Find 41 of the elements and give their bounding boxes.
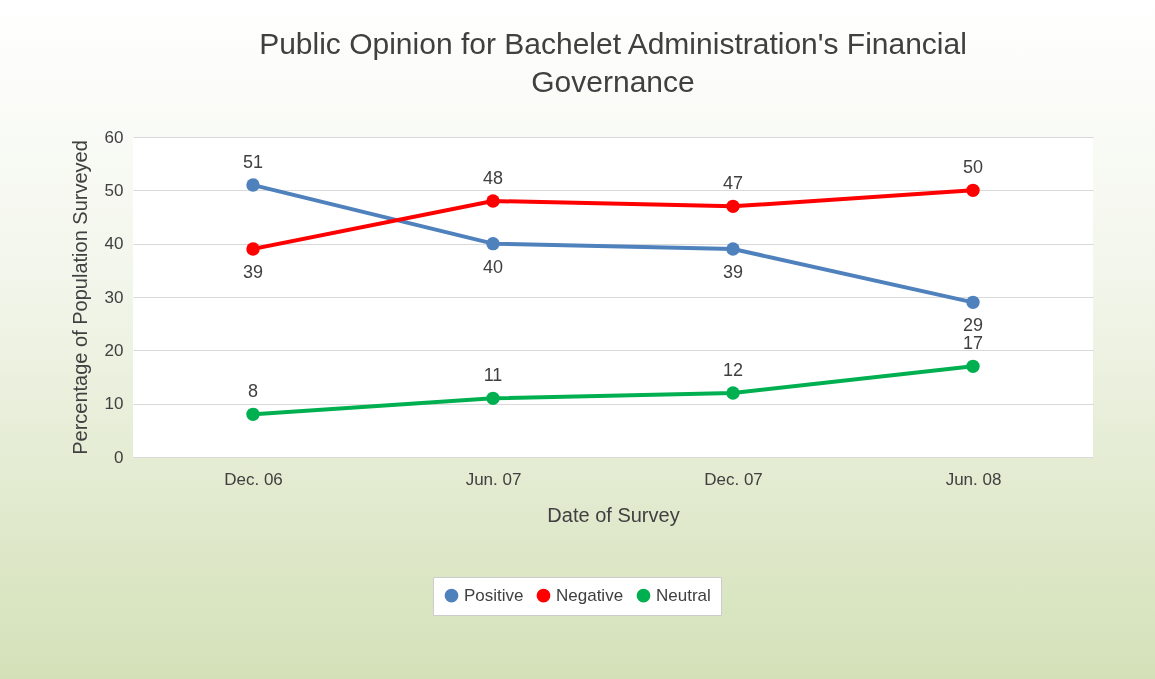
data-label: 12 [722, 360, 744, 380]
point [726, 242, 740, 256]
y-tick-label: 40 [104, 234, 124, 254]
data-label: 50 [962, 157, 984, 178]
point [246, 178, 260, 192]
data-label: 40 [482, 256, 504, 277]
x-tick-label: Dec. 06 [224, 469, 283, 489]
point [726, 386, 740, 400]
data-label: 51 [242, 152, 264, 172]
legend-label: Positive [464, 585, 524, 605]
point [486, 194, 500, 208]
y-tick-label: 0 [114, 447, 124, 467]
data-label: 17 [962, 333, 984, 354]
point [726, 199, 740, 214]
data-label: 39 [722, 262, 744, 282]
legend-label: Negative [556, 585, 624, 605]
point [486, 391, 500, 406]
x-tick-label: Jun. 07 [465, 469, 522, 489]
point [966, 359, 980, 374]
data-label: 48 [482, 168, 504, 188]
chart-title: Public Opinion for Bachelet Administration's Financial Governance [259, 27, 967, 98]
point [486, 236, 500, 251]
point [966, 295, 980, 310]
data-label: 47 [722, 173, 744, 194]
y-axis-title: Percentage of Population Surveyed [68, 140, 91, 455]
point [966, 183, 980, 198]
y-tick-label: 20 [104, 340, 124, 360]
data-label: 39 [242, 262, 264, 282]
x-axis-title: Date of Survey [547, 503, 680, 526]
data-label: 11 [483, 365, 503, 386]
x-tick-label: Dec. 07 [704, 469, 763, 489]
point [246, 242, 260, 256]
y-tick-label: 60 [104, 127, 124, 147]
data-label: 29 [962, 315, 984, 336]
y-tick-label: 10 [104, 394, 124, 414]
legend-label: Neutral [656, 585, 711, 605]
x-tick-label: Jun. 08 [945, 469, 1002, 489]
y-tick-label: 30 [104, 287, 124, 307]
y-tick-label: 50 [104, 180, 124, 200]
point [246, 407, 260, 422]
data-label: 8 [247, 381, 259, 402]
